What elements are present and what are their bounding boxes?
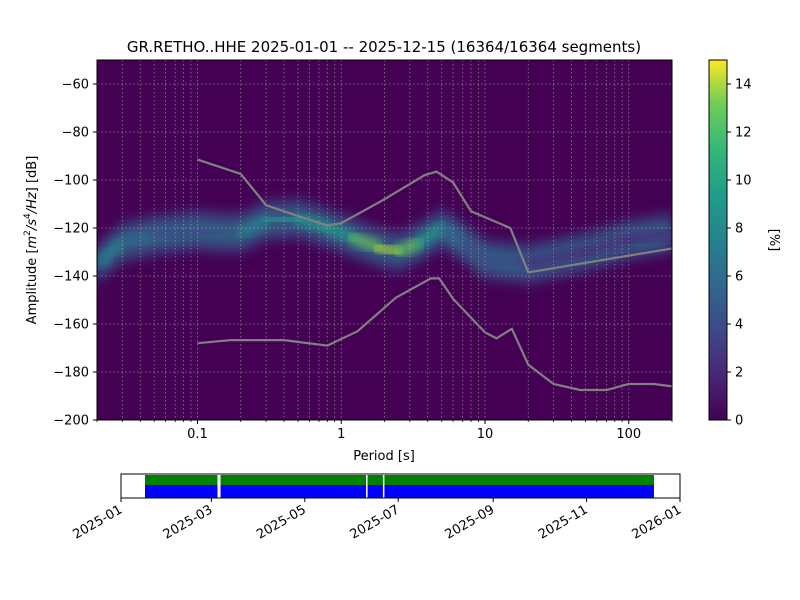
x-tick-label: 100 bbox=[616, 427, 641, 442]
colorbar-tick-label: 4 bbox=[735, 318, 743, 333]
x-tick-label: 0.1 bbox=[187, 427, 208, 442]
colorbar-tick-label: 0 bbox=[735, 414, 743, 429]
low-noise-model-line bbox=[197, 277, 672, 392]
density-ridge-segment bbox=[322, 223, 358, 243]
grid-layer bbox=[97, 60, 672, 420]
timeline-ticks: 2025-01 2025-03 2025-05 2025-07 2025-09 2025-… bbox=[70, 498, 684, 543]
y-tick-label: −180 bbox=[53, 366, 89, 381]
x-axis-label: Period [s] bbox=[353, 449, 415, 464]
density-ridge-segment bbox=[236, 216, 271, 238]
timeline-gap bbox=[382, 475, 385, 498]
timeline-data-bar bbox=[145, 485, 654, 498]
density-ridge-segment bbox=[149, 225, 202, 240]
timeline-tick-label: 2025-09 bbox=[443, 502, 498, 542]
density-ridge-segment bbox=[458, 237, 490, 264]
density-ridge-segment bbox=[117, 230, 159, 247]
timeline-gap bbox=[217, 475, 221, 498]
timeline-tick-label: 2025-01 bbox=[70, 502, 125, 542]
y-tick-label: −140 bbox=[53, 270, 89, 285]
density-ridge-segment bbox=[580, 235, 634, 257]
colorbar-tick-label: 14 bbox=[735, 78, 752, 93]
timeline-frame bbox=[120, 473, 681, 499]
timeline-layer bbox=[145, 475, 654, 498]
x-tick-label: 10 bbox=[477, 427, 494, 442]
y-tick-label: −200 bbox=[53, 414, 89, 429]
colorbar-tick-label: 6 bbox=[735, 270, 743, 285]
y-tick-label: −60 bbox=[62, 78, 89, 93]
timeline-tick-label: 2025-07 bbox=[348, 502, 403, 542]
density-ridge-segment bbox=[293, 213, 332, 233]
density-ridge-segment bbox=[261, 213, 303, 226]
timeline-gap bbox=[366, 475, 368, 498]
colorbar-tick-label: 2 bbox=[735, 366, 743, 381]
y-tick-label: −160 bbox=[53, 318, 89, 333]
axis-ticks: 0.1 1 10 100 −200 −180 −160 −140 −120 −100 −80 −60 bbox=[53, 78, 673, 442]
high-noise-model-line bbox=[197, 158, 672, 274]
colorbar-tick-label: 12 bbox=[735, 126, 752, 141]
series-layer bbox=[197, 158, 672, 392]
colorbar-ticks: 0 2 4 6 8 10 12 14 bbox=[727, 78, 752, 429]
timeline-tick-label: 2025-11 bbox=[536, 502, 591, 542]
y-tick-label: −100 bbox=[53, 174, 89, 189]
density-ridge-segment bbox=[523, 247, 590, 269]
density-ridge-segment bbox=[480, 254, 533, 269]
y-axis-label: Amplitude [m2/s4/Hz] [dB] bbox=[23, 156, 40, 325]
timeline-used-bar bbox=[145, 475, 654, 485]
y-tick-label: −120 bbox=[53, 222, 89, 237]
colorbar-label: [%] bbox=[766, 229, 781, 252]
chart-title: GR.RETHO..HHE 2025-01-01 -- 2025-12-15 (… bbox=[127, 38, 641, 56]
colorbar-tick-label: 8 bbox=[735, 222, 743, 237]
colorbar bbox=[708, 59, 728, 421]
x-tick-label: 1 bbox=[337, 427, 345, 442]
density-ridge-segment bbox=[348, 233, 383, 252]
density-ridge-segment bbox=[624, 228, 672, 245]
y-tick-label: −80 bbox=[62, 126, 89, 141]
colorbar-tick-label: 10 bbox=[735, 174, 752, 189]
timeline-tick-label: 2025-03 bbox=[161, 502, 216, 542]
timeline-tick-label: 2026-01 bbox=[629, 502, 684, 542]
timeline-tick-label: 2025-05 bbox=[254, 502, 309, 542]
